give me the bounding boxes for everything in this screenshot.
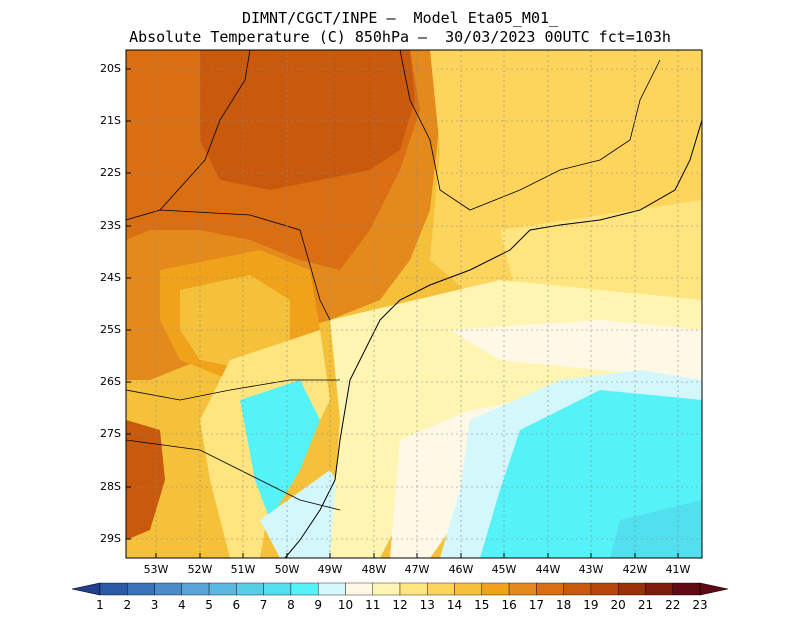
colorbar-swatch xyxy=(372,582,401,596)
lon-label: 49W xyxy=(317,563,343,576)
coastline xyxy=(284,119,702,558)
colorbar-swatch xyxy=(508,582,537,596)
lat-label: 22S xyxy=(100,166,121,179)
region-9C-sw xyxy=(240,380,320,520)
region-11C-e xyxy=(450,320,702,380)
lat-label: 21S xyxy=(100,114,121,127)
colorbar-swatch xyxy=(563,582,592,596)
lat-label: 26S xyxy=(100,375,121,388)
colorbar-swatch xyxy=(617,582,646,596)
colorbar-label: 15 xyxy=(474,598,490,612)
state-borders xyxy=(126,50,661,511)
colorbar-label: 10 xyxy=(337,598,354,612)
colorbar-label: 4 xyxy=(177,598,186,612)
lon-label: 53W xyxy=(143,563,169,576)
colorbar-swatch xyxy=(317,582,346,596)
colorbar-swatch xyxy=(208,582,237,596)
colorbar-swatch xyxy=(645,582,673,596)
colorbar-swatch xyxy=(399,582,428,596)
colorbar-label: 2 xyxy=(123,598,132,612)
lon-label: 45W xyxy=(491,563,517,576)
lon-label: 51W xyxy=(230,563,256,576)
colorbar-label: 12 xyxy=(392,598,408,612)
lat-label: 25S xyxy=(100,323,121,336)
lon-label: 48W xyxy=(361,563,387,576)
map-title-line2: Absolute Temperature (C) 850hPa – 30/03/… xyxy=(129,28,671,46)
colorbar-arrow-right xyxy=(699,582,729,596)
colorbar-label: 13 xyxy=(419,598,435,612)
lon-label: 42W xyxy=(622,563,648,576)
colorbar-label: 18 xyxy=(555,598,572,612)
lat-label: 23S xyxy=(100,219,121,232)
colorbar-label: 22 xyxy=(665,598,681,612)
colorbar-swatch xyxy=(154,582,183,596)
colorbar-label: 1 xyxy=(96,598,104,612)
colorbar-swatch xyxy=(345,582,373,596)
colorbar-label: 19 xyxy=(583,598,599,612)
colorbar-swatch xyxy=(263,582,292,596)
lat-label: 28S xyxy=(100,480,121,493)
colorbar-swatch xyxy=(590,582,619,596)
colorbar-swatch xyxy=(481,582,510,596)
colorbar-swatch xyxy=(99,582,128,596)
lon-label: 43W xyxy=(578,563,604,576)
colorbar-label: 20 xyxy=(610,598,626,612)
colorbar-label: 9 xyxy=(314,598,322,612)
colorbar-arrow-left xyxy=(71,582,101,596)
colorbar-label: 21 xyxy=(637,598,654,612)
colorbar-label: 6 xyxy=(232,598,241,612)
map-title-line1: DIMNT/CGCT/INPE – Model Eta05_M01_ xyxy=(241,9,559,27)
lon-label: 44W xyxy=(535,563,561,576)
colorbar-label: 7 xyxy=(259,598,268,612)
colorbar xyxy=(71,582,729,596)
colorbar-label: 11 xyxy=(365,598,381,612)
lon-label: 46W xyxy=(448,563,474,576)
colorbar-label: 16 xyxy=(501,598,517,612)
colorbar-swatch xyxy=(290,582,319,596)
region-19C-sw xyxy=(126,420,165,540)
region-19C xyxy=(200,50,415,190)
colorbar-label: 5 xyxy=(205,598,213,612)
lat-label: 20S xyxy=(100,62,121,75)
colorbar-swatch xyxy=(427,582,455,596)
lat-label: 24S xyxy=(100,271,121,284)
colorbar-label: 3 xyxy=(150,598,159,612)
region-15C-w xyxy=(180,275,290,370)
colorbar-swatch xyxy=(454,582,483,596)
colorbar-swatch xyxy=(672,582,701,596)
lat-label: 27S xyxy=(100,427,121,440)
colorbar-label: 17 xyxy=(528,598,544,612)
colorbar-swatch xyxy=(536,582,564,596)
lon-label: 52W xyxy=(187,563,213,576)
temperature-field xyxy=(126,50,702,558)
colorbar-swatch xyxy=(127,582,155,596)
lon-label: 41W xyxy=(665,563,691,576)
colorbar-label: 14 xyxy=(446,598,463,612)
lon-label: 50W xyxy=(274,563,300,576)
colorbar-swatch xyxy=(181,582,210,596)
region-8C-se xyxy=(610,500,702,558)
map-frame xyxy=(125,49,703,559)
lon-label: 47W xyxy=(404,563,430,576)
lat-label: 29S xyxy=(100,532,121,545)
colorbar-label: 23 xyxy=(692,598,708,612)
colorbar-label: 8 xyxy=(287,598,295,612)
colorbar-swatch xyxy=(236,582,264,596)
